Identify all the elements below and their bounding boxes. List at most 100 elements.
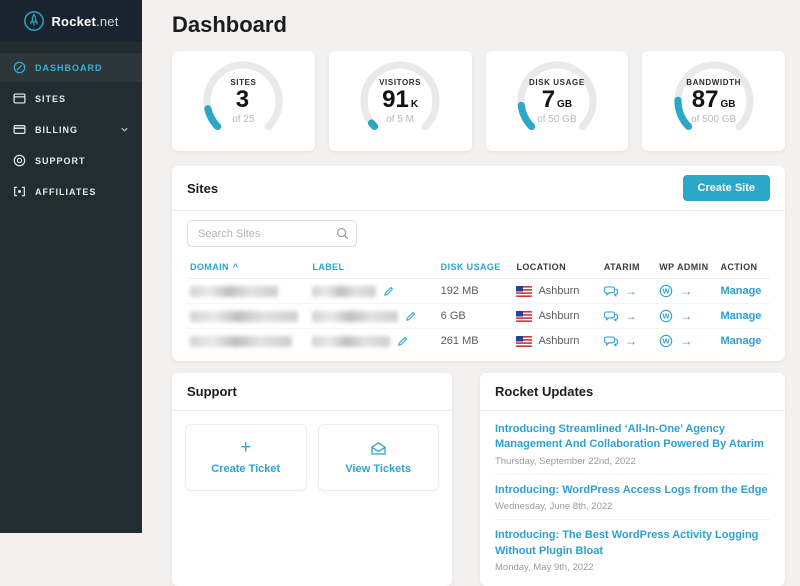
stat-quota: of 25 [232,113,255,125]
redacted-domain [190,335,292,347]
wordpress-icon[interactable]: W [659,309,673,323]
wp-admin-open-icon[interactable]: → [680,334,693,348]
rocket-logo-icon [24,11,45,31]
stat-quota: of 5 M [386,113,415,125]
plus-icon: + [240,437,252,458]
sidebar-item-sites[interactable]: SITES [0,83,142,114]
atarim-open-icon[interactable]: → [624,309,637,323]
wordpress-icon[interactable]: W [659,334,673,348]
wp-admin-open-icon[interactable]: → [680,284,693,298]
atarim-open-icon[interactable]: → [624,334,637,348]
update-item[interactable]: Introducing Streamlined ‘All-In-One’ Age… [495,414,770,475]
redacted-label [312,285,377,297]
create-site-button[interactable]: Create Site [682,175,770,201]
create-ticket-button[interactable]: + Create Ticket [185,424,307,491]
atarim-icon[interactable] [603,309,618,323]
stat-quota: of 50 GB [537,113,577,125]
sidebar-item-label: SITES [35,93,67,104]
update-date: Monday, May 9th, 2022 [495,561,594,573]
support-title: Support [187,384,237,399]
sites-gauge [203,61,283,141]
edit-label-icon[interactable] [383,286,394,297]
svg-text:W: W [663,312,671,321]
location-value: Ashburn [538,310,580,322]
sites-table: DOMAIN ^ LABEL DISK USAGE LOCATION ATARIM… [187,256,770,353]
location-value: Ashburn [538,335,580,347]
redacted-domain [190,285,278,297]
table-row: 6 GB Ashburn → W → Manage [187,303,770,329]
update-link[interactable]: Introducing Streamlined ‘All-In-One’ Age… [495,423,764,451]
svg-text:W: W [663,337,671,346]
updates-panel-header: Rocket Updates [480,373,785,411]
redacted-label [312,335,391,347]
stats-row: SITES 3 of 25 VISITORS 91 K of 5 M [172,51,785,151]
view-tickets-button[interactable]: View Tickets [317,424,439,491]
stat-label: VISITORS [379,77,422,87]
update-date: Thursday, September 22nd, 2022 [495,455,636,467]
sidebar-item-affiliates[interactable]: AFFILIATES [0,176,142,207]
stat-card-bandwidth: BANDWIDTH 87 GB of 500 GB [642,51,785,151]
stat-card-visitors: VISITORS 91 K of 5 M [328,51,472,151]
update-item[interactable]: Introducing: The Best WordPress Activity… [495,520,770,580]
redacted-label [312,310,399,322]
chevron-down-icon [121,127,128,132]
sidebar-item-billing[interactable]: BILLING [0,114,142,145]
stat-value: 3 [235,85,250,113]
sidebar-item-label: BILLING [35,124,78,135]
column-header-atarim: ATARIM [600,256,657,279]
manage-link[interactable]: Manage [720,335,762,347]
atarim-icon[interactable] [603,284,618,298]
main-content: Dashboard SITES 3 of 25 [142,0,800,586]
wordpress-icon[interactable]: W [659,284,673,298]
stat-card-sites: SITES 3 of 25 [172,51,315,151]
column-header-disk-usage[interactable]: DISK USAGE [437,256,514,279]
us-flag-icon [516,310,533,322]
stat-quota: of 500 GB [691,113,737,125]
column-header-domain[interactable]: DOMAIN ^ [187,256,310,279]
redacted-domain [190,310,298,322]
update-link[interactable]: Introducing: WordPress Access Logs from … [495,483,768,496]
stat-value: 87 [691,85,719,113]
visitors-gauge [360,61,440,141]
support-panel-header: Support [172,373,452,411]
disk-usage-value: 261 MB [440,335,479,347]
wp-admin-open-icon[interactable]: → [680,309,693,323]
stat-value: 91 [382,85,409,113]
sites-title: Sites [187,180,219,196]
search-icon [336,227,349,240]
edit-label-icon[interactable] [405,311,416,322]
sort-caret-icon: ^ [232,262,239,272]
sidebar-item-dashboard[interactable]: DASHBOARD [0,52,142,83]
atarim-open-icon[interactable]: → [624,284,637,298]
envelope-icon [371,441,386,455]
stat-label: SITES [230,77,257,87]
edit-label-icon[interactable] [397,336,408,347]
billing-icon [13,124,26,135]
column-header-action: ACTION [717,256,770,279]
us-flag-icon [516,335,533,347]
logo[interactable]: Rocket.net [0,0,142,42]
view-tickets-label: View Tickets [345,463,412,475]
manage-link[interactable]: Manage [720,285,762,297]
page-title: Dashboard [172,12,287,37]
sites-icon [13,93,26,104]
column-header-wp-admin: WP ADMIN [656,256,718,279]
site-search [187,220,357,247]
atarim-icon[interactable] [603,334,618,348]
disk-usage-gauge [517,61,597,141]
us-flag-icon [516,285,533,297]
table-row: 192 MB Ashburn → W → Manage [187,278,770,304]
sites-panel-header: Sites Create Site [172,166,785,211]
disk-usage-value: 6 GB [437,303,514,329]
manage-link[interactable]: Manage [720,310,762,322]
bandwidth-gauge [674,61,754,141]
support-icon [13,154,26,167]
sidebar-item-support[interactable]: SUPPORT [0,145,142,176]
update-date: Wednesday, June 8th, 2022 [495,501,613,513]
column-header-label[interactable]: LABEL [309,256,438,279]
search-input[interactable] [187,220,357,247]
brand-name: Rocket.net [51,13,119,29]
table-row: 261 MB Ashburn → W → Manage [187,329,770,354]
update-item[interactable]: Introducing: WordPress Access Logs from … [495,475,770,521]
column-header-location: LOCATION [513,256,601,279]
